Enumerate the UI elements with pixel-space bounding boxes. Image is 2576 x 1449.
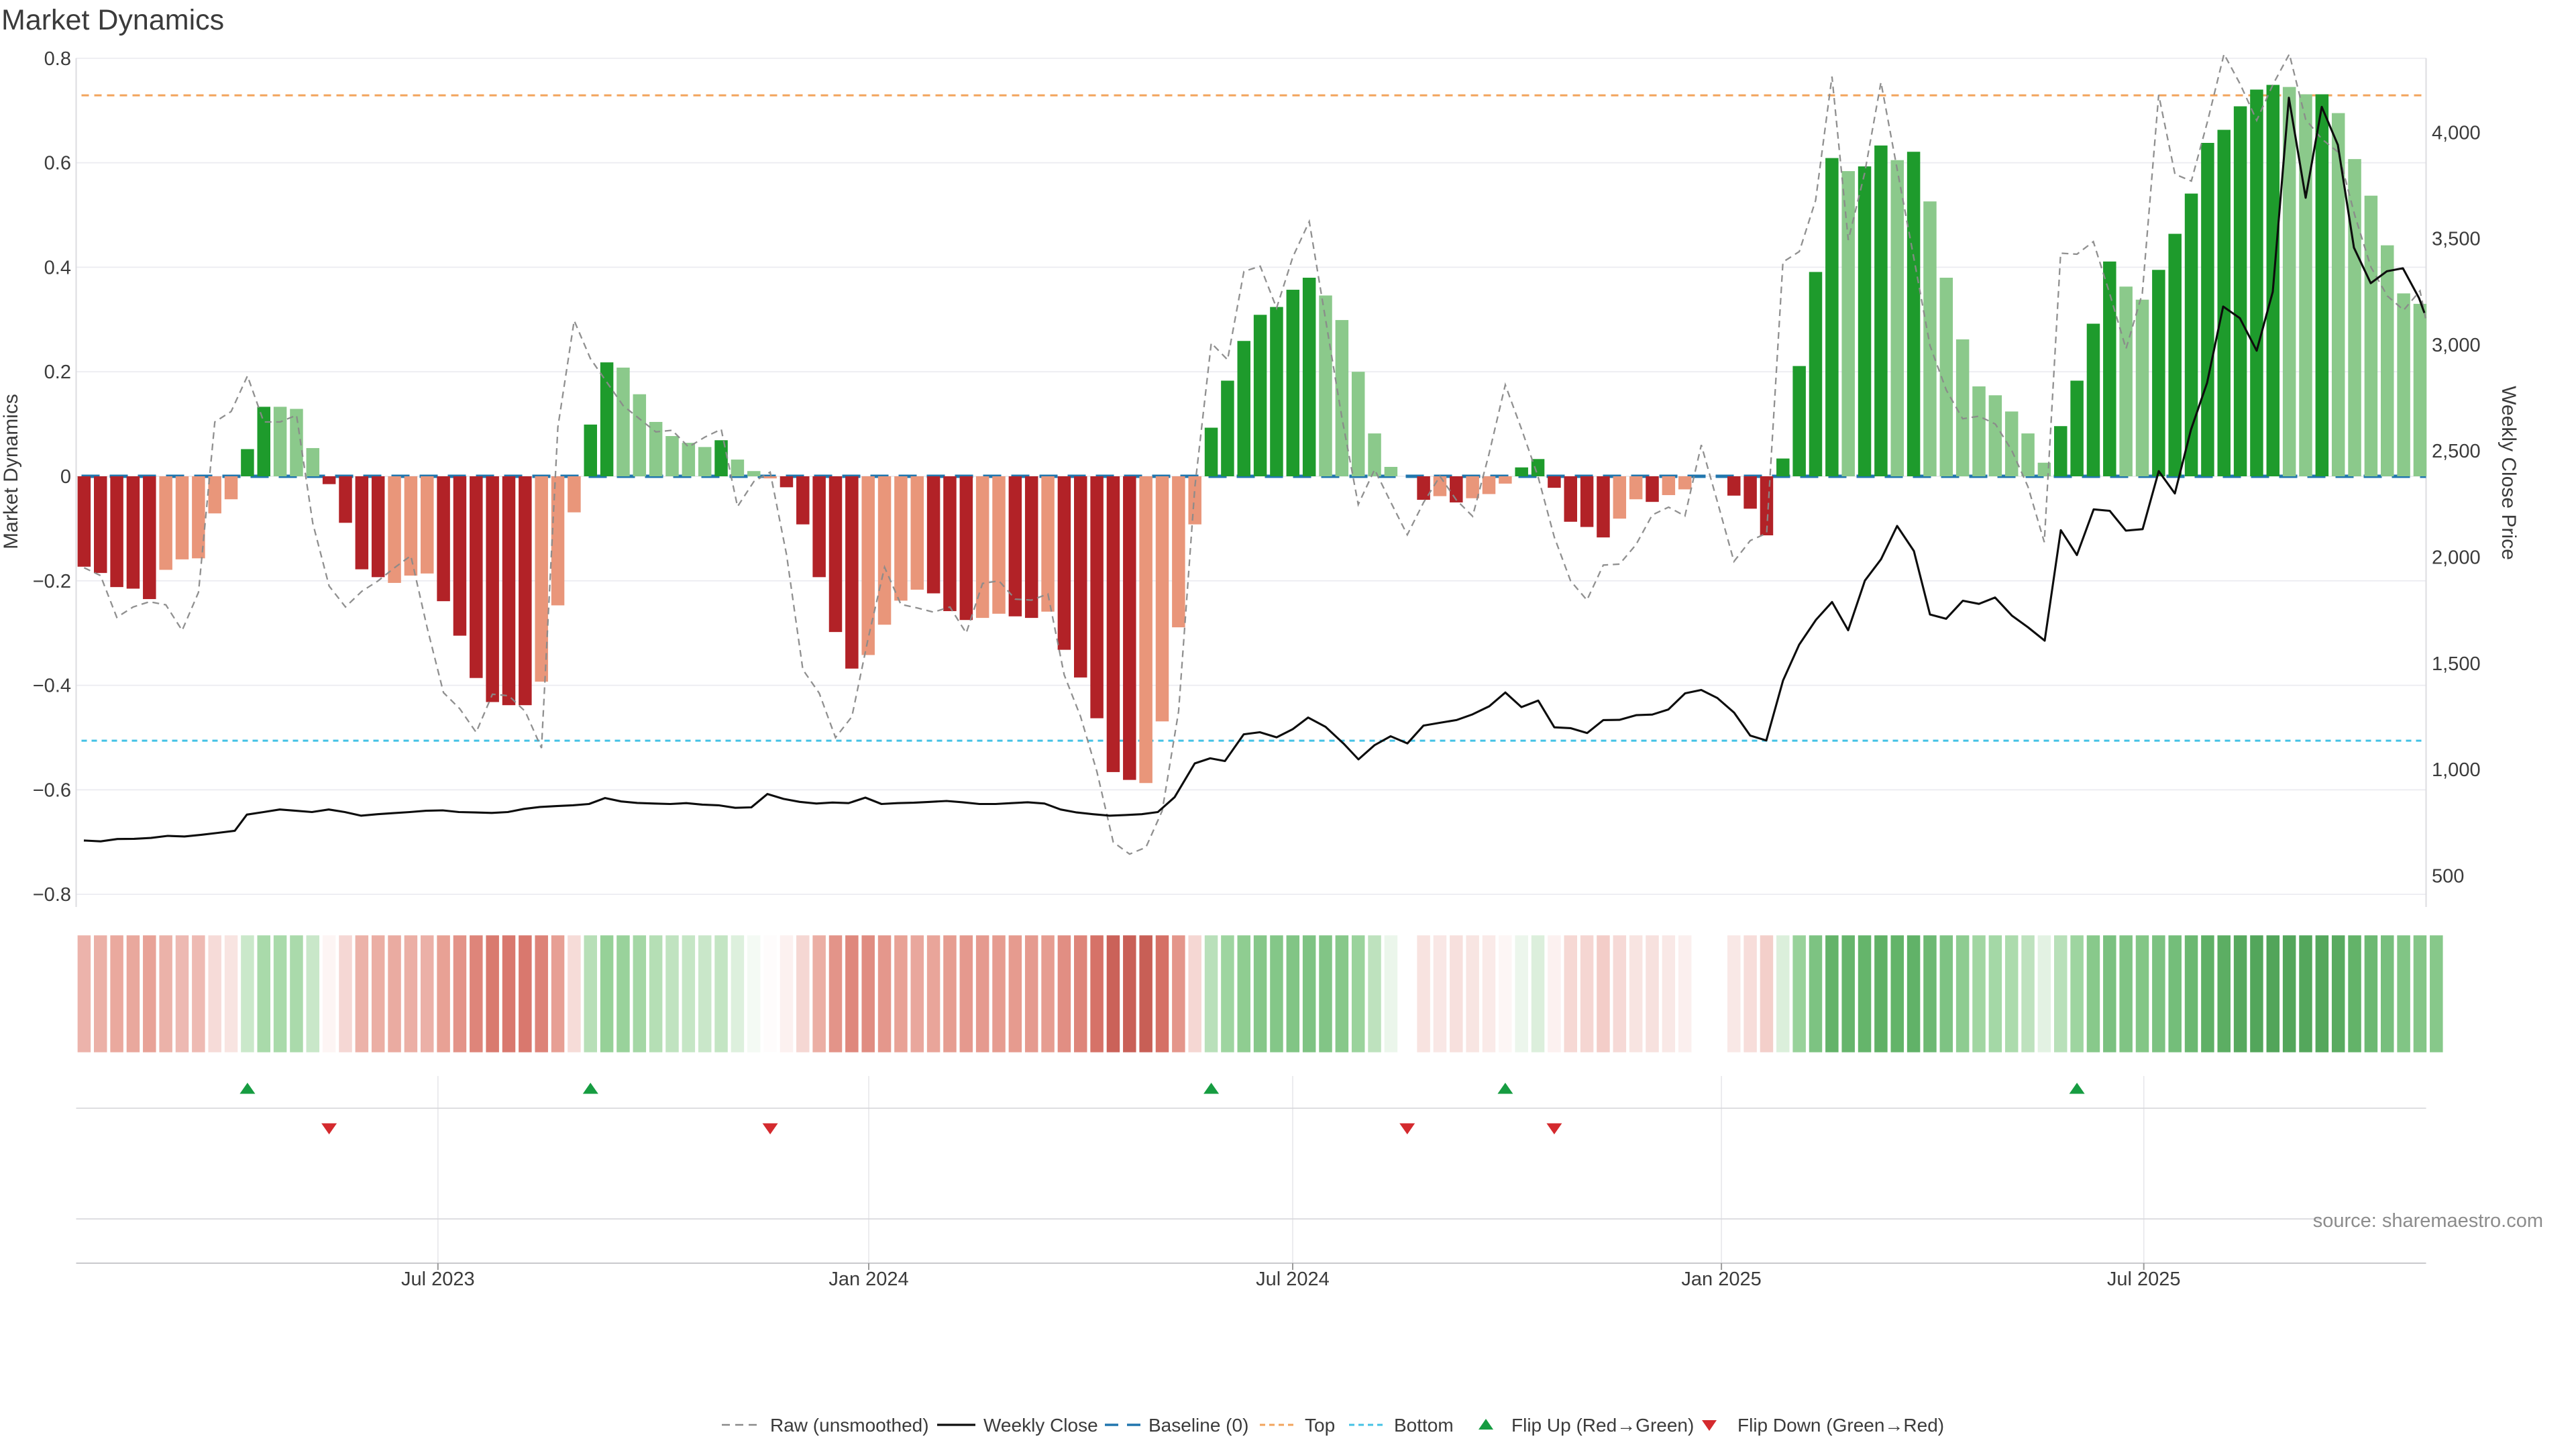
svg-text:0: 0 bbox=[60, 466, 71, 488]
svg-text:−0.6: −0.6 bbox=[33, 780, 71, 801]
svg-text:0.4: 0.4 bbox=[44, 257, 71, 278]
svg-text:4,000: 4,000 bbox=[2432, 122, 2481, 144]
svg-text:−0.2: −0.2 bbox=[33, 571, 71, 592]
svg-text:Jan 2025: Jan 2025 bbox=[1681, 1269, 1761, 1290]
svg-text:500: 500 bbox=[2432, 866, 2464, 888]
svg-text:Flip Up (Red→Green): Flip Up (Red→Green) bbox=[1511, 1415, 1694, 1436]
svg-text:Weekly Close Price: Weekly Close Price bbox=[2498, 386, 2520, 560]
svg-text:Jul 2025: Jul 2025 bbox=[2107, 1269, 2181, 1290]
svg-text:Raw (unsmoothed): Raw (unsmoothed) bbox=[770, 1415, 929, 1436]
svg-text:Bottom: Bottom bbox=[1394, 1415, 1454, 1436]
svg-text:Jan 2024: Jan 2024 bbox=[828, 1269, 908, 1290]
svg-text:Market Dynamics: Market Dynamics bbox=[0, 394, 22, 549]
svg-text:Jul 2024: Jul 2024 bbox=[1256, 1269, 1330, 1290]
svg-text:Jul 2023: Jul 2023 bbox=[401, 1269, 475, 1290]
svg-text:3,500: 3,500 bbox=[2432, 229, 2481, 250]
svg-text:3,000: 3,000 bbox=[2432, 335, 2481, 356]
svg-text:Flip Down (Green→Red): Flip Down (Green→Red) bbox=[1737, 1415, 1944, 1436]
svg-text:0.8: 0.8 bbox=[44, 48, 71, 70]
svg-text:Top: Top bbox=[1305, 1415, 1335, 1436]
svg-text:1,500: 1,500 bbox=[2432, 653, 2481, 675]
svg-text:1,000: 1,000 bbox=[2432, 759, 2481, 781]
svg-text:−0.8: −0.8 bbox=[33, 884, 71, 906]
svg-text:Weekly Close: Weekly Close bbox=[983, 1415, 1098, 1436]
svg-text:2,500: 2,500 bbox=[2432, 441, 2481, 462]
svg-text:source: sharemaestro.com: source: sharemaestro.com bbox=[2313, 1210, 2543, 1232]
svg-text:Baseline (0): Baseline (0) bbox=[1148, 1415, 1248, 1436]
svg-text:0.6: 0.6 bbox=[44, 153, 71, 174]
svg-text:−0.4: −0.4 bbox=[33, 676, 71, 697]
svg-text:2,000: 2,000 bbox=[2432, 547, 2481, 569]
svg-text:Market Dynamics: Market Dynamics bbox=[1, 4, 224, 36]
svg-text:0.2: 0.2 bbox=[44, 362, 71, 383]
